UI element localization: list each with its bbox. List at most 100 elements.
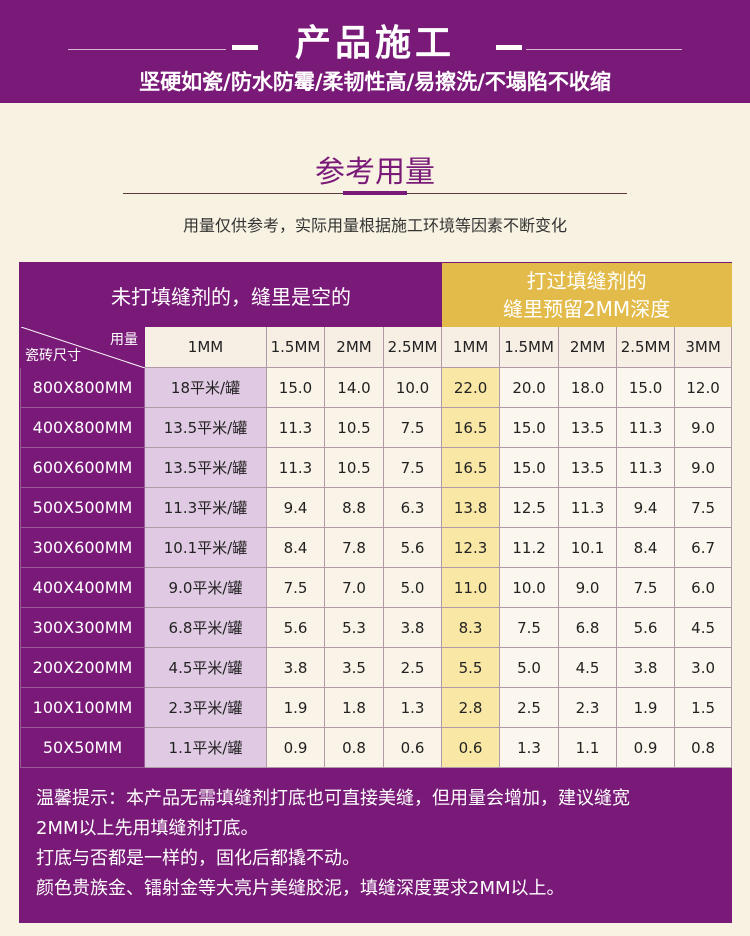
value-cell-prefilled: 11.3 <box>616 447 676 488</box>
value-cell-unfilled: 7.5 <box>382 447 443 488</box>
coverage-cell: 4.5平米/罐 <box>144 647 267 688</box>
value-cell-unfilled: 7.5 <box>266 567 325 608</box>
banner-subtitle: 坚硬如瓷/防水防霉/柔韧性高/易擦洗/不塌陷不收缩 <box>139 70 611 94</box>
value-cell-prefilled: 11.2 <box>499 527 560 568</box>
value-cell-prefilled: 4.5 <box>674 607 733 648</box>
value-cell-prefilled: 4.5 <box>558 647 618 688</box>
table-row: 100X100MM 2.3平米/罐 1.9 1.8 1.3 2.8 2.5 2.3 1.9 1.5 <box>20 687 733 728</box>
banner-rule-left <box>68 49 226 50</box>
value-cell-unfilled: 5.3 <box>324 607 384 648</box>
value-cell-unfilled: 7.0 <box>324 567 384 608</box>
value-cell-prefilled: 8.3 <box>441 607 501 648</box>
value-cell-prefilled: 1.1 <box>558 727 618 768</box>
value-cell-unfilled: 0.9 <box>266 727 325 768</box>
value-cell-prefilled: 6.0 <box>674 567 733 608</box>
value-cell-unfilled: 5.6 <box>266 607 325 648</box>
value-cell-prefilled: 15.0 <box>499 407 560 448</box>
value-cell-prefilled: 6.8 <box>558 607 618 648</box>
value-cell-unfilled: 8.4 <box>266 527 325 568</box>
value-cell-prefilled: 12.5 <box>499 487 560 528</box>
value-cell-unfilled: 15.0 <box>266 367 325 408</box>
value-cell-unfilled: 3.5 <box>324 647 384 688</box>
value-cell-prefilled: 7.5 <box>674 487 733 528</box>
value-cell-unfilled: 6.3 <box>382 487 443 528</box>
value-cell-prefilled: 2.3 <box>558 687 618 728</box>
col-header-prefilled: 1MM <box>441 326 501 368</box>
table-row: 50X50MM 1.1平米/罐 0.9 0.8 0.6 0.6 1.3 1.1 0.9 0.8 <box>20 727 733 768</box>
usage-table: 未打填缝剂的，缝里是空的 打过填缝剂的 缝里预留2MM深度 用量 瓷砖尺寸 1M… <box>19 263 733 768</box>
value-cell-prefilled: 7.5 <box>499 607 560 648</box>
row-header-tile-size: 100X100MM <box>20 687 145 728</box>
table-row: 400X400MM 9.0平米/罐 7.5 7.0 5.0 11.0 10.0 9.0 7.5 6… <box>20 567 733 608</box>
header-unfilled: 未打填缝剂的，缝里是空的 <box>19 263 443 327</box>
coverage-cell: 13.5平米/罐 <box>144 407 267 448</box>
value-cell-unfilled: 2.5 <box>382 647 443 688</box>
value-cell-unfilled: 5.0 <box>382 567 443 608</box>
table-row: 300X300MM 6.8平米/罐 5.6 5.3 3.8 8.3 7.5 6.8 5.6 4.5 <box>20 607 733 648</box>
col-header-prefilled: 1.5MM <box>499 326 560 368</box>
value-cell-unfilled: 10.0 <box>382 367 443 408</box>
value-cell-prefilled: 8.4 <box>616 527 676 568</box>
value-cell-prefilled: 9.0 <box>674 407 733 448</box>
value-cell-unfilled: 1.9 <box>266 687 325 728</box>
value-cell-prefilled: 13.5 <box>558 407 618 448</box>
value-cell-unfilled: 1.3 <box>382 687 443 728</box>
col-header-prefilled: 2MM <box>558 326 618 368</box>
value-cell-prefilled: 7.5 <box>616 567 676 608</box>
value-cell-prefilled: 0.8 <box>674 727 733 768</box>
value-cell-prefilled: 5.5 <box>441 647 501 688</box>
value-cell-prefilled: 2.8 <box>441 687 501 728</box>
tip-line-3: 打底与否都是一样的，固化后都撬不动。 <box>36 848 360 869</box>
section-divider-accent <box>343 191 407 195</box>
value-cell-prefilled: 10.1 <box>558 527 618 568</box>
corner-label-size: 瓷砖尺寸 <box>25 348 81 364</box>
header-prefilled-line1: 打过填缝剂的 <box>526 269 647 293</box>
col-header-unfilled: 2MM <box>324 326 384 368</box>
value-cell-prefilled: 9.0 <box>558 567 618 608</box>
table-row: 300X600MM 10.1平米/罐 8.4 7.8 5.6 12.3 11.2 10.1 8.… <box>20 527 733 568</box>
coverage-cell: 18平米/罐 <box>144 367 267 408</box>
value-cell-prefilled: 2.5 <box>499 687 560 728</box>
table-row: 600X600MM 13.5平米/罐 11.3 10.5 7.5 16.5 15.0 13.5… <box>20 447 733 488</box>
value-cell-prefilled: 1.9 <box>616 687 676 728</box>
value-cell-prefilled: 10.0 <box>499 567 560 608</box>
value-cell-prefilled: 12.0 <box>674 367 733 408</box>
usage-table-container: 未打填缝剂的，缝里是空的 打过填缝剂的 缝里预留2MM深度 用量 瓷砖尺寸 1M… <box>19 262 733 923</box>
value-cell-prefilled: 6.7 <box>674 527 733 568</box>
row-header-tile-size: 200X200MM <box>20 647 145 688</box>
value-cell-prefilled: 11.3 <box>558 487 618 528</box>
coverage-cell: 13.5平米/罐 <box>144 447 267 488</box>
value-cell-prefilled: 12.3 <box>441 527 501 568</box>
value-cell-prefilled: 5.0 <box>499 647 560 688</box>
coverage-cell: 9.0平米/罐 <box>144 567 267 608</box>
banner-title: 产品施工 <box>294 23 455 64</box>
row-header-tile-size: 600X600MM <box>20 447 145 488</box>
value-cell-prefilled: 18.0 <box>558 367 618 408</box>
value-cell-prefilled: 13.8 <box>441 487 501 528</box>
header-prefilled: 打过填缝剂的 缝里预留2MM深度 <box>441 263 733 327</box>
corner-label-usage: 用量 <box>110 332 138 348</box>
row-header-tile-size: 400X400MM <box>20 567 145 608</box>
value-cell-prefilled: 5.6 <box>616 607 676 648</box>
col-header-unfilled: 1.5MM <box>266 326 325 368</box>
banner-dash-right <box>496 45 522 50</box>
value-cell-unfilled: 7.5 <box>382 407 443 448</box>
tip-line-1: 温馨提示：本产品无需填缝剂打底也可直接美缝，但用量会增加，建议缝宽 <box>36 788 630 809</box>
coverage-cell: 6.8平米/罐 <box>144 607 267 648</box>
col-header-unfilled: 2.5MM <box>382 326 443 368</box>
top-banner: 产品施工 坚硬如瓷/防水防霉/柔韧性高/易擦洗/不塌陷不收缩 <box>0 0 750 103</box>
value-cell-unfilled: 11.3 <box>266 447 325 488</box>
table-row: 500X500MM 11.3平米/罐 9.4 8.8 6.3 13.8 12.5 11.3 9.… <box>20 487 733 528</box>
value-cell-unfilled: 14.0 <box>324 367 384 408</box>
value-cell-prefilled: 3.8 <box>616 647 676 688</box>
coverage-cell: 2.3平米/罐 <box>144 687 267 728</box>
value-cell-prefilled: 11.0 <box>441 567 501 608</box>
value-cell-unfilled: 0.6 <box>382 727 443 768</box>
row-header-tile-size: 50X50MM <box>20 727 145 768</box>
col-header-unfilled: 1MM <box>144 326 267 368</box>
usage-note: 用量仅供参考，实际用量根据施工环境等因素不断变化 <box>182 216 567 235</box>
col-header-prefilled: 3MM <box>674 326 733 368</box>
row-header-tile-size: 400X800MM <box>20 407 145 448</box>
value-cell-prefilled: 11.3 <box>616 407 676 448</box>
row-header-tile-size: 800X800MM <box>20 367 145 408</box>
